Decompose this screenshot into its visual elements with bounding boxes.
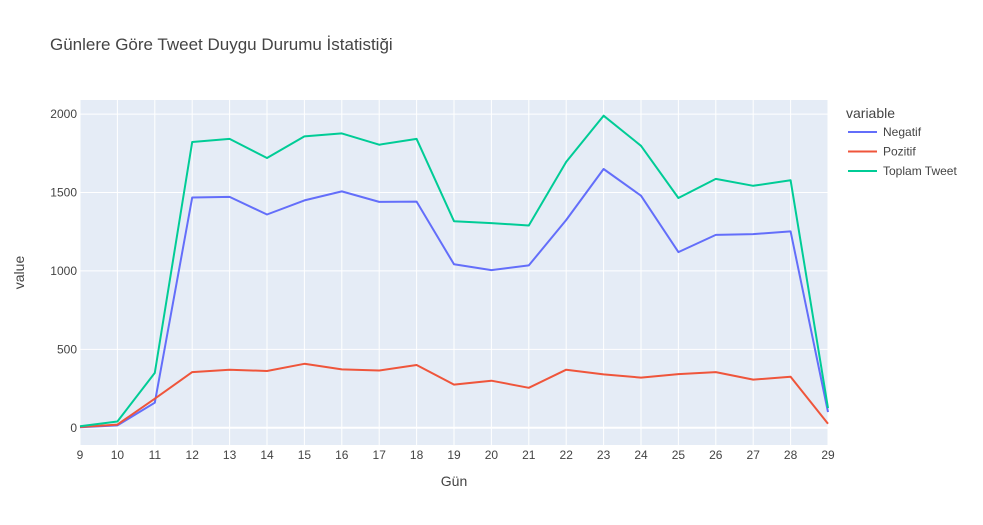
- x-tick-label: 14: [260, 448, 274, 462]
- x-tick-label: 24: [634, 448, 648, 462]
- y-tick-label: 500: [57, 342, 77, 356]
- legend-label: Toplam Tweet: [883, 164, 957, 178]
- legend-item[interactable]: Negatif: [848, 125, 922, 139]
- gridlines: [79, 100, 829, 445]
- series-line: [79, 168, 829, 429]
- legend-label: Pozitif: [883, 145, 916, 159]
- series-pozitif: [79, 362, 829, 428]
- x-tick-label: 9: [77, 448, 84, 462]
- x-tick-label: 13: [223, 448, 237, 462]
- legend-item[interactable]: Toplam Tweet: [848, 164, 957, 178]
- x-tick-label: 15: [298, 448, 312, 462]
- series-negatif: [79, 168, 829, 429]
- x-axis-ticks: 9 10 11 12 13 14 15 16 17 18 19 20 21 22 23 24 25 26 27 28 2…: [77, 448, 835, 462]
- series-line: [79, 114, 829, 428]
- y-tick-label: 0: [70, 421, 77, 435]
- x-tick-label: 20: [485, 448, 499, 462]
- y-axis-ticks: 0 500 1000 1500 2000: [50, 107, 77, 435]
- legend[interactable]: variable Negatif Pozitif Toplam Tweet: [846, 105, 957, 178]
- x-tick-label: 19: [447, 448, 461, 462]
- legend-item[interactable]: Pozitif: [848, 145, 916, 159]
- series-toplam-tweet: [79, 114, 829, 428]
- legend-label: Negatif: [883, 125, 922, 139]
- x-tick-label: 27: [747, 448, 761, 462]
- x-axis-title: Gün: [441, 473, 467, 489]
- x-tick-label: 11: [149, 448, 162, 462]
- x-tick-label: 26: [709, 448, 723, 462]
- series-line: [79, 362, 829, 428]
- x-tick-label: 21: [522, 448, 536, 462]
- x-tick-label: 17: [373, 448, 387, 462]
- x-tick-label: 22: [560, 448, 574, 462]
- series-lines: [79, 114, 829, 429]
- x-tick-label: 10: [111, 448, 125, 462]
- x-tick-label: 18: [410, 448, 424, 462]
- x-tick-label: 29: [821, 448, 835, 462]
- y-tick-label: 1500: [50, 186, 77, 200]
- chart-title: Günlere Göre Tweet Duygu Durumu İstatist…: [50, 35, 393, 54]
- legend-title: variable: [846, 105, 895, 121]
- x-tick-label: 23: [597, 448, 611, 462]
- x-tick-label: 12: [186, 448, 200, 462]
- x-tick-label: 16: [335, 448, 349, 462]
- x-tick-label: 28: [784, 448, 798, 462]
- y-tick-label: 1000: [50, 264, 77, 278]
- y-tick-label: 2000: [50, 107, 77, 121]
- x-tick-label: 25: [672, 448, 686, 462]
- y-axis-title: value: [11, 256, 27, 290]
